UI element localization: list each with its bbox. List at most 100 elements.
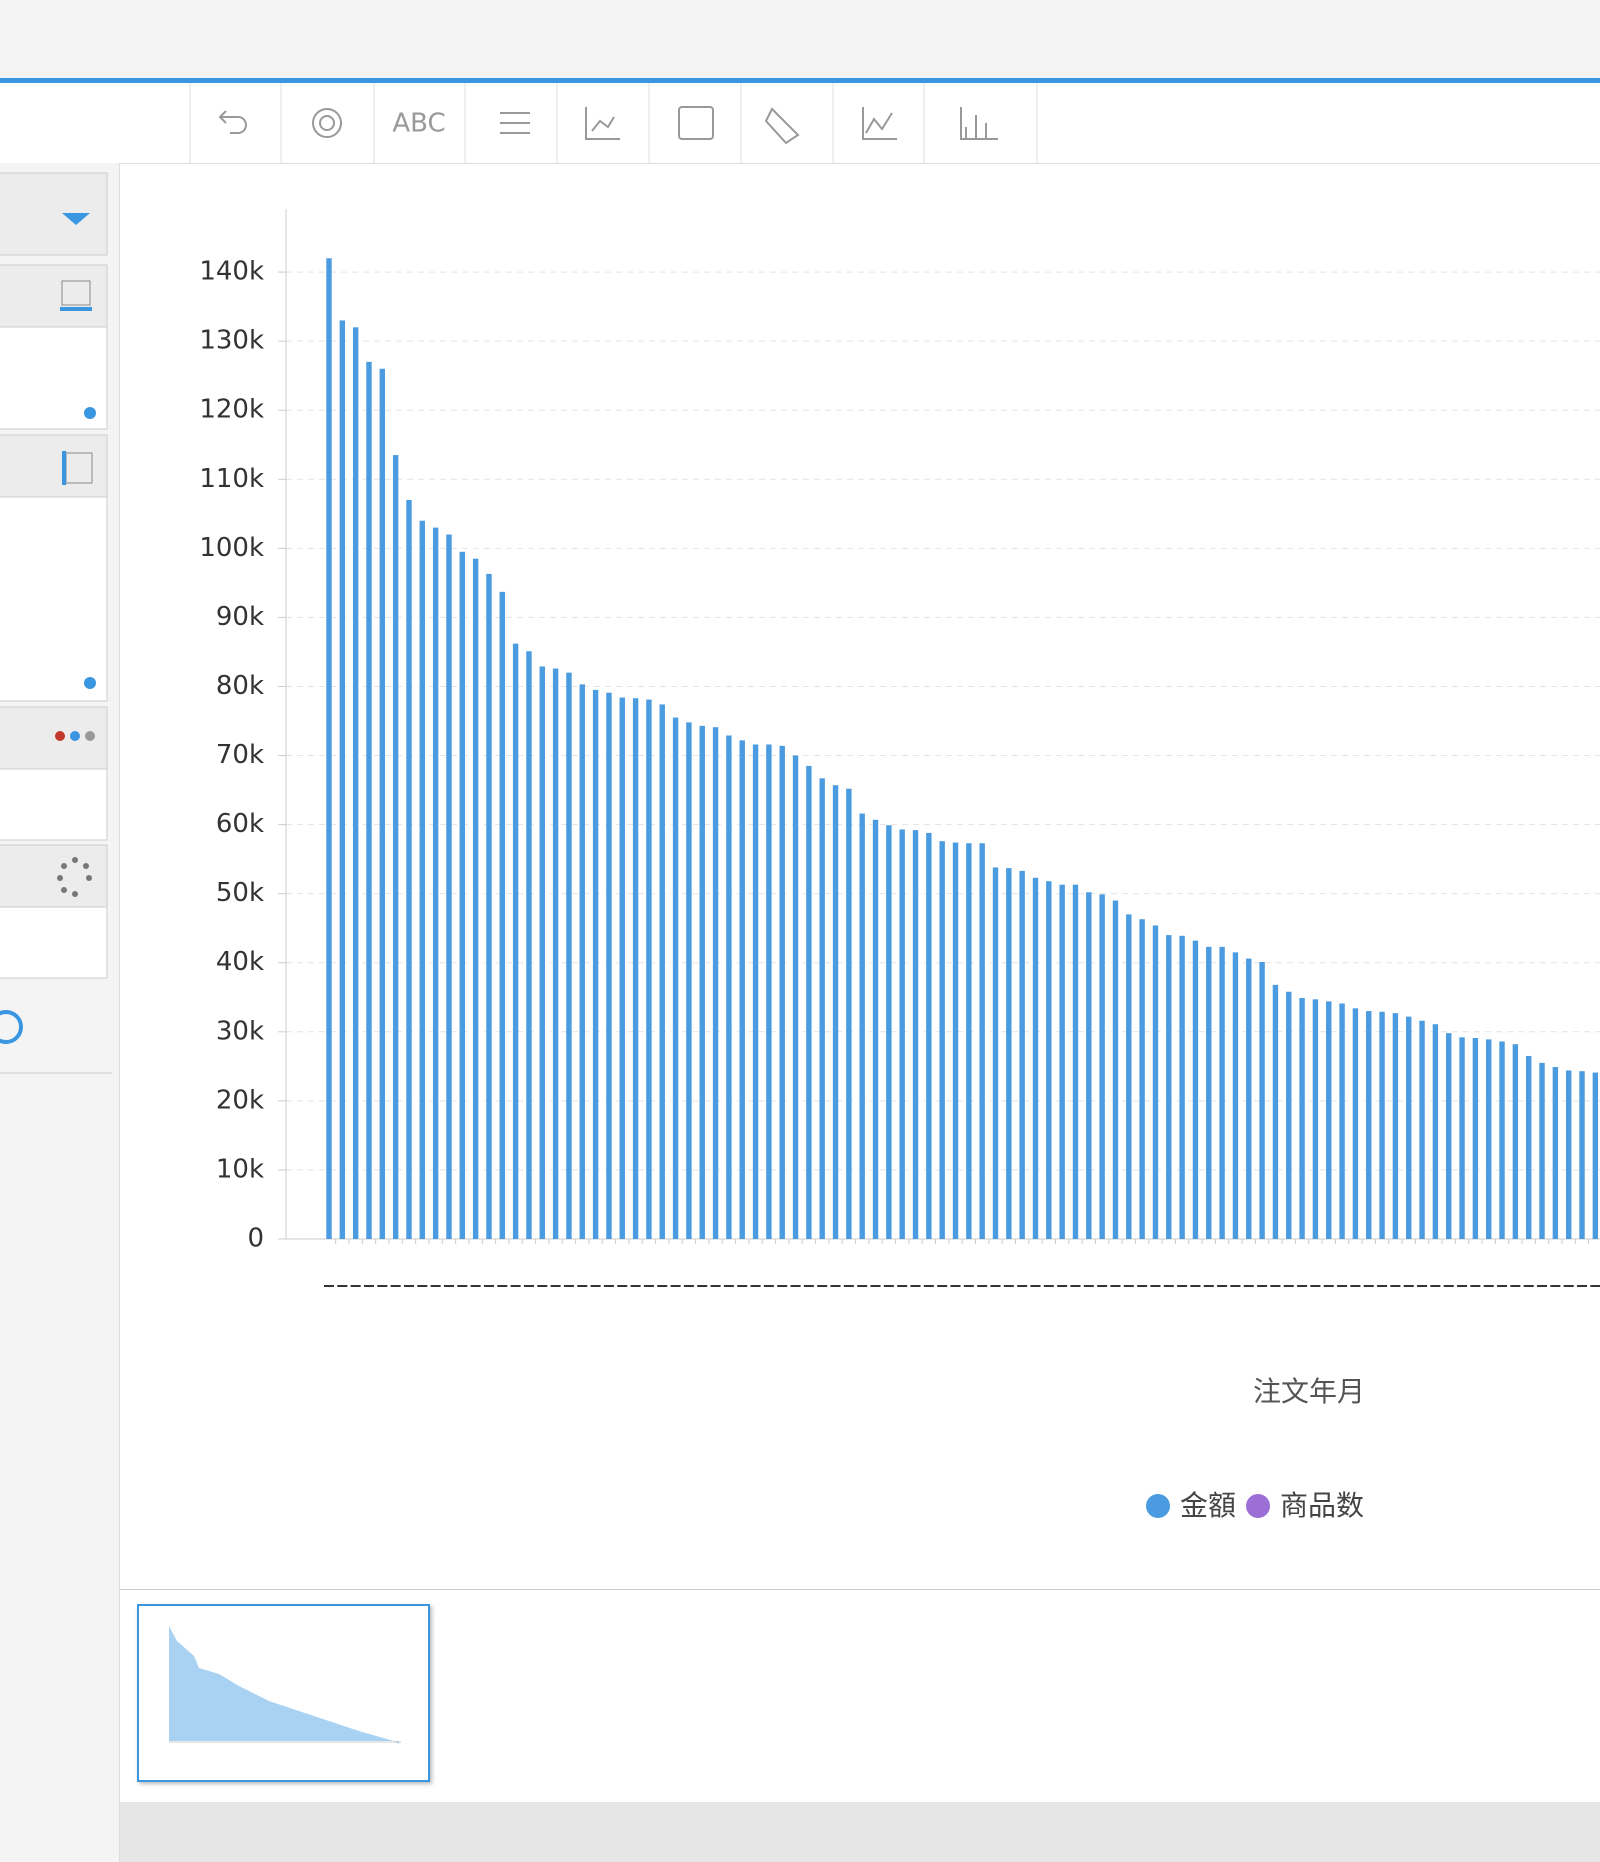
bar xyxy=(1006,868,1012,1239)
bar-icon[interactable] xyxy=(960,107,998,140)
bar xyxy=(606,692,612,1239)
x-tick-label-placeholder xyxy=(817,1285,828,1287)
x-tick-label-placeholder xyxy=(497,1285,508,1287)
bar xyxy=(1446,1033,1452,1239)
x-tick-label-placeholder xyxy=(723,1285,734,1287)
bar xyxy=(792,755,799,1239)
bar xyxy=(392,455,399,1239)
bar xyxy=(1139,919,1145,1239)
bar xyxy=(872,819,879,1239)
x-tick-label-placeholder xyxy=(977,1285,988,1287)
x-tick-label-placeholder xyxy=(617,1285,628,1287)
legend-label: 金額 xyxy=(1180,1489,1236,1522)
x-tick-label-placeholder xyxy=(1403,1285,1414,1287)
bar xyxy=(806,765,812,1239)
bar xyxy=(472,558,479,1239)
x-tick-label-placeholder xyxy=(697,1285,708,1287)
bar xyxy=(859,813,865,1239)
bar xyxy=(912,830,919,1239)
y-tick-label: 70k xyxy=(216,740,264,770)
bar xyxy=(1352,1008,1359,1239)
bar xyxy=(1032,877,1039,1239)
y-tick-label: 30k xyxy=(216,1016,264,1046)
x-tick-label-placeholder xyxy=(1083,1285,1094,1287)
image-icon[interactable] xyxy=(678,106,714,140)
settings-icon[interactable] xyxy=(312,108,342,138)
bar xyxy=(739,740,745,1239)
x-tick-label-placeholder xyxy=(1150,1285,1161,1287)
chart-thumbnail[interactable] xyxy=(137,1604,430,1782)
x-tick-label-placeholder xyxy=(630,1285,641,1287)
y-tick-label: 130k xyxy=(199,326,264,356)
toolbar-icons: ABC xyxy=(189,83,1038,163)
bar xyxy=(1592,1072,1599,1239)
x-tick-label-placeholder xyxy=(643,1285,654,1287)
bar xyxy=(926,832,932,1239)
abc-icon[interactable]: ABC xyxy=(392,109,445,139)
x-tick-label-placeholder xyxy=(950,1285,961,1287)
bar xyxy=(566,672,572,1239)
x-tick-label-placeholder xyxy=(1390,1285,1401,1287)
axis-icon[interactable] xyxy=(585,107,620,140)
bar xyxy=(659,704,665,1239)
x-tick-label-placeholder xyxy=(843,1285,854,1287)
y-tick-label: 50k xyxy=(216,878,264,908)
x-tick-label-placeholder xyxy=(1163,1285,1174,1287)
bar xyxy=(459,551,465,1239)
bar xyxy=(486,573,492,1239)
bar xyxy=(1112,900,1119,1239)
bar xyxy=(992,867,999,1239)
y-tick-label: 0 xyxy=(247,1224,264,1254)
bar xyxy=(1579,1071,1585,1239)
x-tick-label-placeholder xyxy=(377,1285,388,1287)
x-tick-label-placeholder xyxy=(830,1285,841,1287)
bar xyxy=(766,744,772,1239)
bar xyxy=(1366,1011,1372,1239)
x-tick-label-placeholder xyxy=(1043,1285,1054,1287)
bar xyxy=(1539,1062,1545,1239)
x-tick-label-placeholder xyxy=(457,1285,468,1287)
x-tick-label-placeholder xyxy=(937,1285,948,1287)
bar xyxy=(526,651,532,1239)
bar xyxy=(1326,1001,1332,1239)
x-tick-label-placeholder xyxy=(1057,1285,1068,1287)
x-tick-label-placeholder xyxy=(1030,1285,1041,1287)
x-tick-label-placeholder xyxy=(923,1285,934,1287)
x-tick-label-placeholder xyxy=(1323,1285,1334,1287)
x-tick-label-placeholder xyxy=(1523,1285,1534,1287)
y-tick-label: 90k xyxy=(216,602,264,632)
bar xyxy=(1246,958,1252,1239)
bar xyxy=(1565,1070,1572,1239)
y-tick-label: 80k xyxy=(216,671,264,701)
bar xyxy=(499,591,505,1239)
bar xyxy=(1126,914,1132,1239)
line-icon[interactable] xyxy=(862,107,897,140)
bar xyxy=(379,368,386,1239)
x-tick-label-placeholder xyxy=(1097,1285,1108,1287)
accent-line xyxy=(0,78,1600,83)
x-tick-label-placeholder xyxy=(1230,1285,1241,1287)
list-icon[interactable] xyxy=(500,112,530,134)
x-tick-label-placeholder xyxy=(1417,1285,1428,1287)
x-tick-label-placeholder xyxy=(1177,1285,1188,1287)
x-tick-label-placeholder xyxy=(590,1285,601,1287)
x-tick-label-placeholder xyxy=(1190,1285,1201,1287)
bar xyxy=(1432,1024,1439,1239)
x-tick-label-placeholder xyxy=(883,1285,894,1287)
toolbar: ABC xyxy=(0,83,1600,164)
bar xyxy=(1086,892,1092,1239)
bar xyxy=(1552,1067,1559,1239)
x-tick-label-placeholder xyxy=(1443,1285,1454,1287)
x-tick-label-placeholder xyxy=(1483,1285,1494,1287)
tag-icon[interactable] xyxy=(764,107,800,145)
bar xyxy=(1059,884,1065,1239)
dropdown-arrow[interactable] xyxy=(62,213,90,225)
bar xyxy=(1219,946,1225,1239)
bar xyxy=(1312,999,1319,1239)
bar xyxy=(326,258,332,1240)
undo-icon[interactable] xyxy=(218,110,247,134)
x-tick-label-placeholder xyxy=(324,1285,334,1287)
bar xyxy=(819,778,825,1239)
bar xyxy=(1166,935,1172,1239)
bar xyxy=(1526,1055,1532,1239)
